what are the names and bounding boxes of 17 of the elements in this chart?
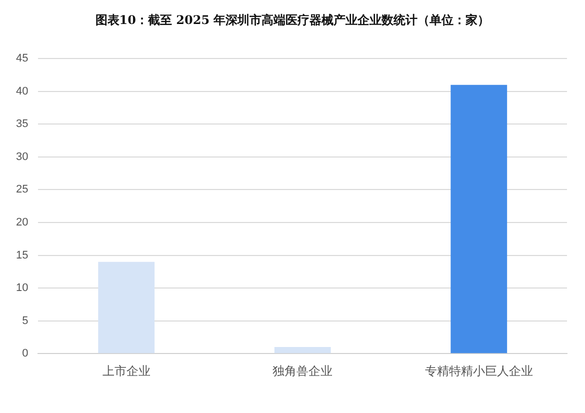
y-tick-label: 20 — [16, 216, 28, 229]
x-tick-label: 独角兽企业 — [272, 364, 333, 378]
y-tick-label: 0 — [22, 348, 28, 360]
x-tick-label: 上市企业 — [102, 364, 150, 378]
x-tick-label: 专精特精小巨人企业 — [424, 364, 533, 378]
y-tick-label: 40 — [16, 85, 28, 98]
y-tick-label: 45 — [16, 52, 28, 65]
bar — [98, 262, 155, 354]
y-tick-label: 35 — [16, 118, 28, 130]
y-tick-label: 5 — [22, 314, 28, 327]
chart-title: 图表10：截至 2025 年深圳市高端医疗器械产业企业数统计（单位：家） — [94, 12, 491, 29]
y-tick-label: 15 — [16, 249, 28, 262]
y-tick-label: 10 — [16, 282, 28, 294]
y-tick-label: 30 — [16, 150, 28, 163]
y-tick-label: 25 — [16, 184, 28, 196]
bar — [450, 84, 508, 354]
bar — [274, 347, 331, 354]
